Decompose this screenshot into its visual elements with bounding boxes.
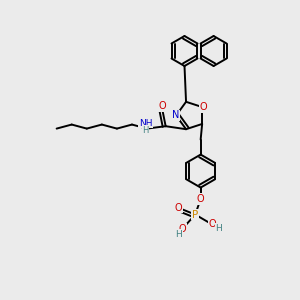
Text: NH: NH (139, 119, 152, 128)
Text: N: N (172, 110, 179, 121)
Text: O: O (197, 194, 205, 204)
Text: H: H (215, 224, 222, 233)
Text: H: H (142, 126, 149, 135)
Text: O: O (159, 101, 167, 111)
Text: O: O (200, 102, 208, 112)
Text: O: O (209, 219, 217, 229)
Text: O: O (174, 203, 182, 213)
Text: O: O (179, 224, 187, 234)
Text: H: H (175, 230, 182, 239)
Text: P: P (192, 210, 198, 220)
